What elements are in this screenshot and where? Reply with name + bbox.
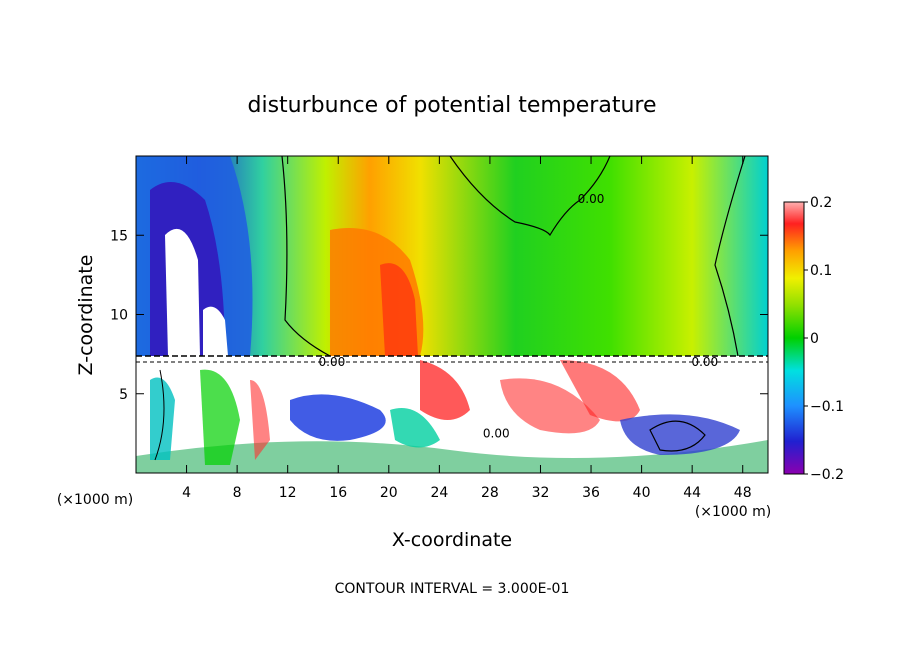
x-tick-label: 28	[481, 485, 499, 501]
y-axis-ticks: 5 10 15	[110, 228, 768, 403]
colorbar	[783, 201, 805, 475]
colorbar-tick-label: −0.2	[810, 467, 844, 483]
contour-label: 0.00	[578, 192, 605, 206]
x-unit-left: (×1000 m)	[57, 492, 133, 508]
colorbar-tick-label: 0.2	[810, 195, 832, 211]
x-tick-label: 4	[182, 485, 191, 501]
x-tick-label: 24	[430, 485, 448, 501]
y-tick-label: 15	[110, 228, 128, 244]
chart-title: disturbunce of potential temperature	[248, 93, 657, 118]
x-tick-label: 8	[233, 485, 242, 501]
x-axis-ticks: 4 8 12 16 20 24 28 32 36 40 44 48	[182, 156, 752, 501]
x-tick-label: 12	[279, 485, 297, 501]
colorbar-tick-label: 0	[810, 331, 819, 347]
x-tick-label: 40	[633, 485, 651, 501]
contour-label: 0.00	[319, 355, 346, 369]
contour-label: 0.00	[691, 355, 718, 369]
contour-labels: 0.00 0.00 0.00 0.00	[319, 192, 719, 441]
heatmap-field	[136, 156, 768, 473]
y-tick-label: 10	[110, 308, 128, 324]
y-tick-label: 5	[119, 387, 128, 403]
colorbar-ticks: 0.2 0.1 0 −0.1 −0.2	[804, 195, 844, 483]
x-tick-label: 36	[582, 485, 600, 501]
x-unit-right: (×1000 m)	[695, 504, 771, 520]
x-tick-label: 44	[683, 485, 701, 501]
colorbar-tick-label: 0.1	[810, 263, 832, 279]
x-tick-label: 20	[380, 485, 398, 501]
contour-label: 0.00	[483, 426, 510, 440]
colorbar-tick-label: −0.1	[810, 399, 844, 415]
x-tick-label: 32	[532, 485, 550, 501]
y-axis-title: Z-coordinate	[75, 255, 97, 376]
x-tick-label: 16	[329, 485, 347, 501]
x-tick-label: 48	[734, 485, 752, 501]
contour-interval-label: CONTOUR INTERVAL = 3.000E-01	[335, 581, 570, 597]
x-axis-title: X-coordinate	[392, 529, 512, 551]
